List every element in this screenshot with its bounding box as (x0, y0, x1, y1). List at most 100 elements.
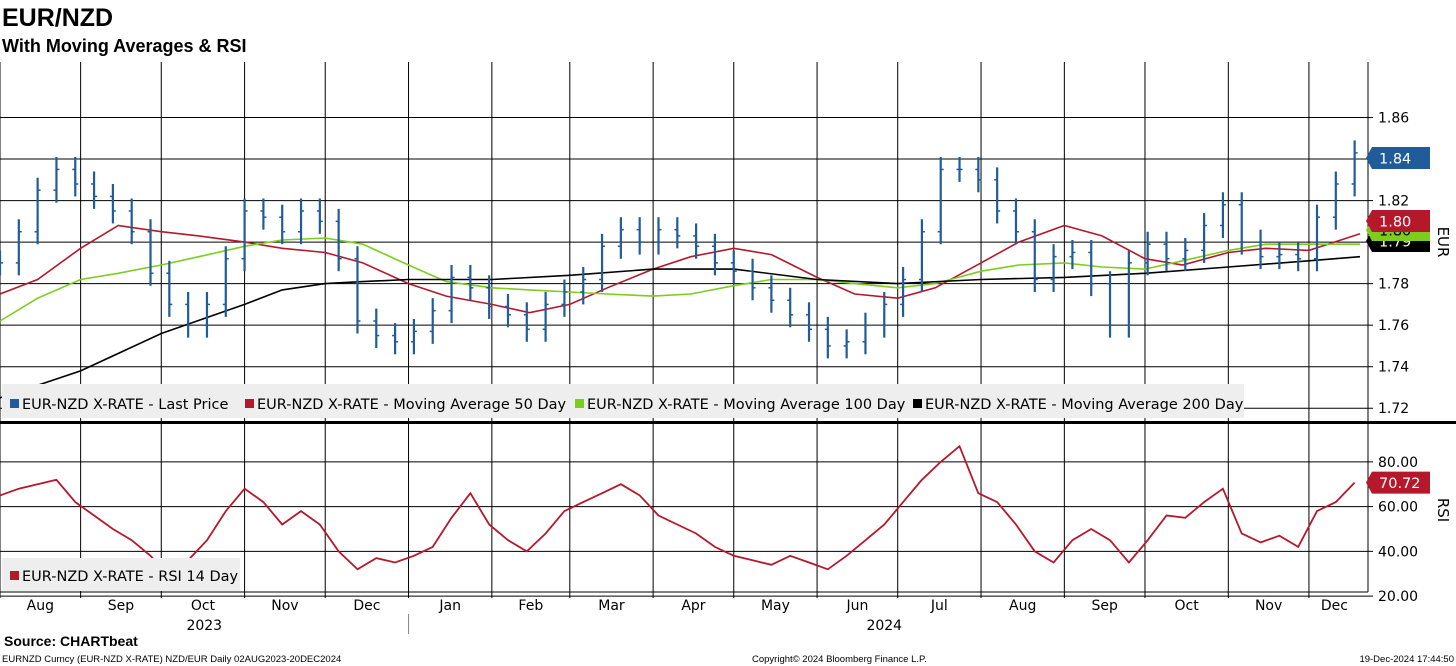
rsi-grid (0, 424, 1369, 597)
badge-ma50: 1.80 (1366, 210, 1430, 232)
price-bar-9 (166, 260, 173, 317)
price-bar-19 (354, 246, 361, 334)
price-bar-65 (1219, 192, 1226, 238)
chart-subtitle: With Moving Averages & RSI (2, 36, 247, 56)
price-bar-33 (617, 217, 624, 259)
rsi-panel: EUR-NZD X-RATE - RSI 14 Day 20.00 40.00 60… (0, 424, 1452, 605)
price-bar-55 (1031, 219, 1038, 292)
timestamp: 19-Dec-2024 17:44:50 (1359, 654, 1454, 665)
price-bar-44 (824, 316, 831, 359)
price-bar-16 (298, 198, 305, 245)
x-month-label-5: Jan (438, 598, 461, 614)
price-bar-4 (72, 156, 79, 197)
price-legend-entry-1: EUR-NZD X-RATE - Moving Average 50 Day (257, 397, 566, 413)
rsi-ytick-label-2: 60.00 (1378, 500, 1418, 516)
price-bar-71 (1332, 171, 1339, 230)
price-bar-58 (1088, 240, 1095, 297)
price-bar-34 (636, 217, 643, 255)
price-bar-69 (1295, 242, 1302, 272)
price-bar-18 (335, 208, 342, 272)
badge-rsi-label: 70.72 (1379, 476, 1421, 492)
price-bar-7 (128, 198, 135, 245)
x-month-label-3: Nov (271, 598, 298, 614)
x-year-label-2024: 2024 (866, 618, 902, 634)
panel-separator (0, 421, 1456, 424)
price-bar-42 (787, 287, 794, 328)
rsi-y-axis-label: RSI (1434, 498, 1452, 522)
price-legend-swatch-0 (10, 399, 19, 408)
price-legend-background (2, 384, 1244, 418)
price-ytick-label-5: 1.82 (1378, 194, 1409, 210)
price-ytick-label-7: 1.86 (1378, 111, 1409, 127)
x-month-label-14: Oct (1175, 598, 1200, 614)
price-bar-10 (185, 291, 192, 338)
badge-ma50-label: 1.80 (1379, 215, 1411, 231)
price-bar-29 (542, 291, 549, 342)
price-bar-21 (392, 323, 399, 355)
price-bar-45 (843, 329, 850, 359)
x-month-label-2: Oct (191, 598, 216, 614)
badge-ma50-shape (1366, 210, 1430, 232)
x-month-label-13: Sep (1091, 598, 1118, 614)
badge-last-price-label: 1.84 (1379, 152, 1411, 168)
badge-rsi-shape (1366, 471, 1430, 494)
price-bar-6 (109, 183, 116, 224)
price-ytick-label-3: 1.78 (1378, 277, 1409, 293)
price-moving-averages (0, 224, 1361, 399)
price-bar-48 (900, 267, 907, 317)
x-axis: Aug Sep Oct Nov Dec Jan Feb Mar Apr May Jun Jul Aug S… (0, 591, 1368, 634)
price-legend-swatch-2 (575, 399, 584, 408)
price-bar-64 (1201, 213, 1208, 263)
copyright-note: Copyright© 2024 Bloomberg Finance L.P. (752, 654, 927, 665)
price-legend-swatch-1 (245, 399, 254, 408)
rsi-line (0, 444, 1356, 578)
rsi-legend: EUR-NZD X-RATE - RSI 14 Day (2, 558, 240, 591)
price-legend-entry-2: EUR-NZD X-RATE - Moving Average 100 Day (587, 397, 906, 413)
rsi-legend-swatch (10, 571, 19, 580)
rsi-ytick-label-3: 80.00 (1378, 455, 1418, 471)
price-bar-35 (655, 217, 662, 255)
x-month-label-4: Dec (353, 598, 380, 614)
price-legend-swatch-3 (913, 399, 922, 408)
price-bar-31 (580, 267, 587, 305)
price-bars (0, 140, 1358, 359)
price-bar-27 (504, 294, 511, 328)
x-month-label-10: Jun (845, 598, 868, 614)
ma50-line (0, 224, 1361, 314)
price-bar-20 (373, 308, 380, 349)
price-bar-43 (806, 302, 813, 342)
price-y-ticks: 1.72 1.74 1.76 1.78 1.80 1.82 1.84 1.86 (1368, 111, 1409, 417)
price-bar-46 (862, 312, 869, 355)
ma100-line (0, 237, 1360, 322)
price-bar-52 (975, 156, 982, 193)
price-bar-59 (1107, 271, 1114, 338)
price-bar-14 (260, 198, 267, 230)
price-bar-23 (429, 298, 436, 344)
price-y-axis-label: EUR (1434, 227, 1452, 258)
price-last-value-badges: 1.791.801.801.84 (1366, 147, 1430, 252)
rsi-ytick-label-1: 40.00 (1378, 544, 1418, 560)
price-bar-15 (279, 204, 286, 245)
price-bar-47 (881, 291, 888, 338)
x-month-label-0: Aug (27, 598, 54, 614)
rsi-last-value-badges: 70.72 (1366, 471, 1430, 494)
price-bar-62 (1163, 231, 1170, 272)
source-note: Source: CHARTbeat (4, 633, 138, 649)
price-bar-36 (674, 217, 681, 249)
x-month-label-1: Sep (108, 598, 135, 614)
x-month-label-6: Feb (518, 598, 543, 614)
price-bar-61 (1144, 231, 1151, 276)
badge-last-price-shape (1366, 147, 1430, 170)
price-bar-39 (730, 250, 737, 284)
rsi-ytick-label-0: 20.00 (1378, 589, 1418, 605)
price-bar-50 (937, 156, 944, 245)
price-bar-41 (768, 275, 775, 313)
price-bar-5 (91, 171, 98, 209)
x-month-label-12: Aug (1009, 598, 1036, 614)
price-bar-11 (203, 291, 210, 338)
x-month-label-16: Dec (1321, 598, 1348, 614)
price-bar-38 (711, 233, 718, 276)
price-bar-32 (599, 233, 606, 292)
x-month-label-9: May (761, 598, 790, 614)
